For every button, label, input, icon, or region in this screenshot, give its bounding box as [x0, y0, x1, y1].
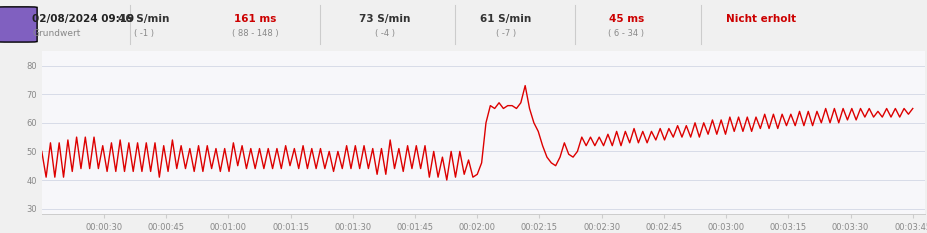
Text: ( 88 - 148 ): ( 88 - 148 ) [232, 29, 278, 38]
Text: ( 6 - 34 ): ( 6 - 34 ) [608, 29, 643, 38]
Text: ( -7 ): ( -7 ) [495, 29, 515, 38]
Text: Grundwert: Grundwert [32, 29, 81, 38]
Text: 46 S/min: 46 S/min [118, 14, 170, 24]
Text: ( -4 ): ( -4 ) [375, 29, 395, 38]
Text: 02/08/2024 09:19: 02/08/2024 09:19 [32, 14, 134, 24]
Text: 161 ms: 161 ms [234, 14, 276, 24]
Text: 73 S/min: 73 S/min [359, 14, 411, 24]
Text: 61 S/min: 61 S/min [479, 14, 531, 24]
Text: 45 ms: 45 ms [608, 14, 643, 24]
Text: Nicht erholt: Nicht erholt [725, 14, 795, 24]
Text: ( -1 ): ( -1 ) [133, 29, 154, 38]
FancyBboxPatch shape [0, 7, 37, 42]
